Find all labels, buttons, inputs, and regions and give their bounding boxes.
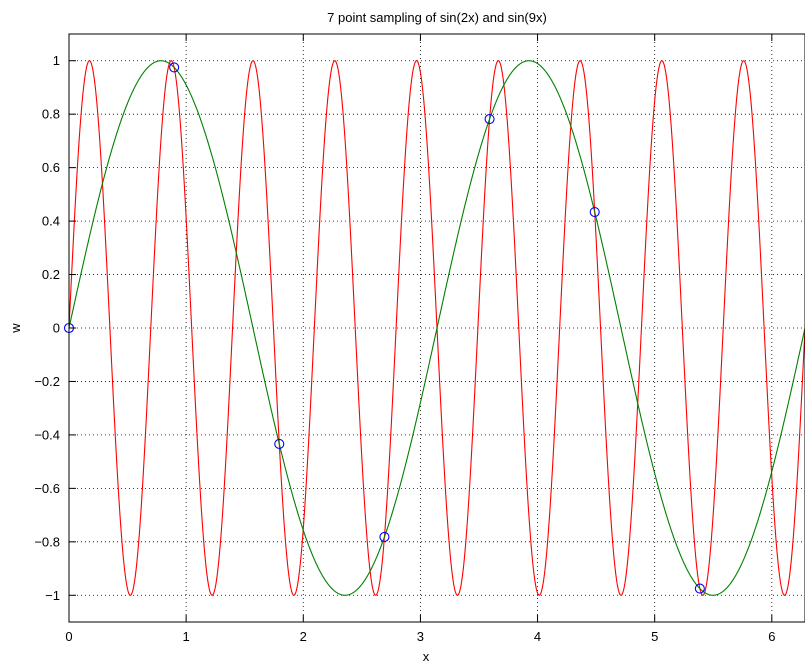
sample-point [694,583,705,594]
y-tick-label: 0.8 [42,107,60,122]
x-tick-label: 3 [417,629,424,644]
x-tick-label: 4 [534,629,541,644]
y-tick-label: 0.4 [42,214,60,229]
x-tick-label: 0 [65,629,72,644]
sample-point [379,531,390,543]
x-tick-label: 2 [300,629,307,644]
axis-ticks: 0 1 2 3 4 5 6 −1 −0.8 −0.6 −0.4 −0.2 0 0.2 0.4 0.6 0.8 1 [34,34,775,644]
x-tick-label: 1 [183,629,190,644]
y-tick-label: 0.2 [42,267,60,282]
y-tick-label: 0.6 [42,160,60,175]
series-line-sin2x [69,60,805,596]
y-tick-label: −1 [45,588,60,603]
y-tick-label: −0.4 [34,427,60,442]
sample-point [274,438,285,450]
y-tick-label: −0.8 [34,534,60,549]
chart-title: 7 point sampling of sin(2x) and sin(9x) [327,10,547,25]
y-axis-label: w [8,323,23,334]
y-tick-label: −0.2 [34,374,60,389]
x-tick-label: 6 [768,629,775,644]
grid [68,34,805,622]
y-tick-label: 0 [53,321,60,336]
x-axis-label: x [423,649,430,664]
curves [69,60,805,596]
sample-point [484,113,495,125]
y-tick-label: 1 [53,53,60,68]
sample-point [589,206,600,218]
sample-point [169,62,180,73]
y-tick-label: −0.6 [34,481,60,496]
x-tick-label: 5 [651,629,658,644]
